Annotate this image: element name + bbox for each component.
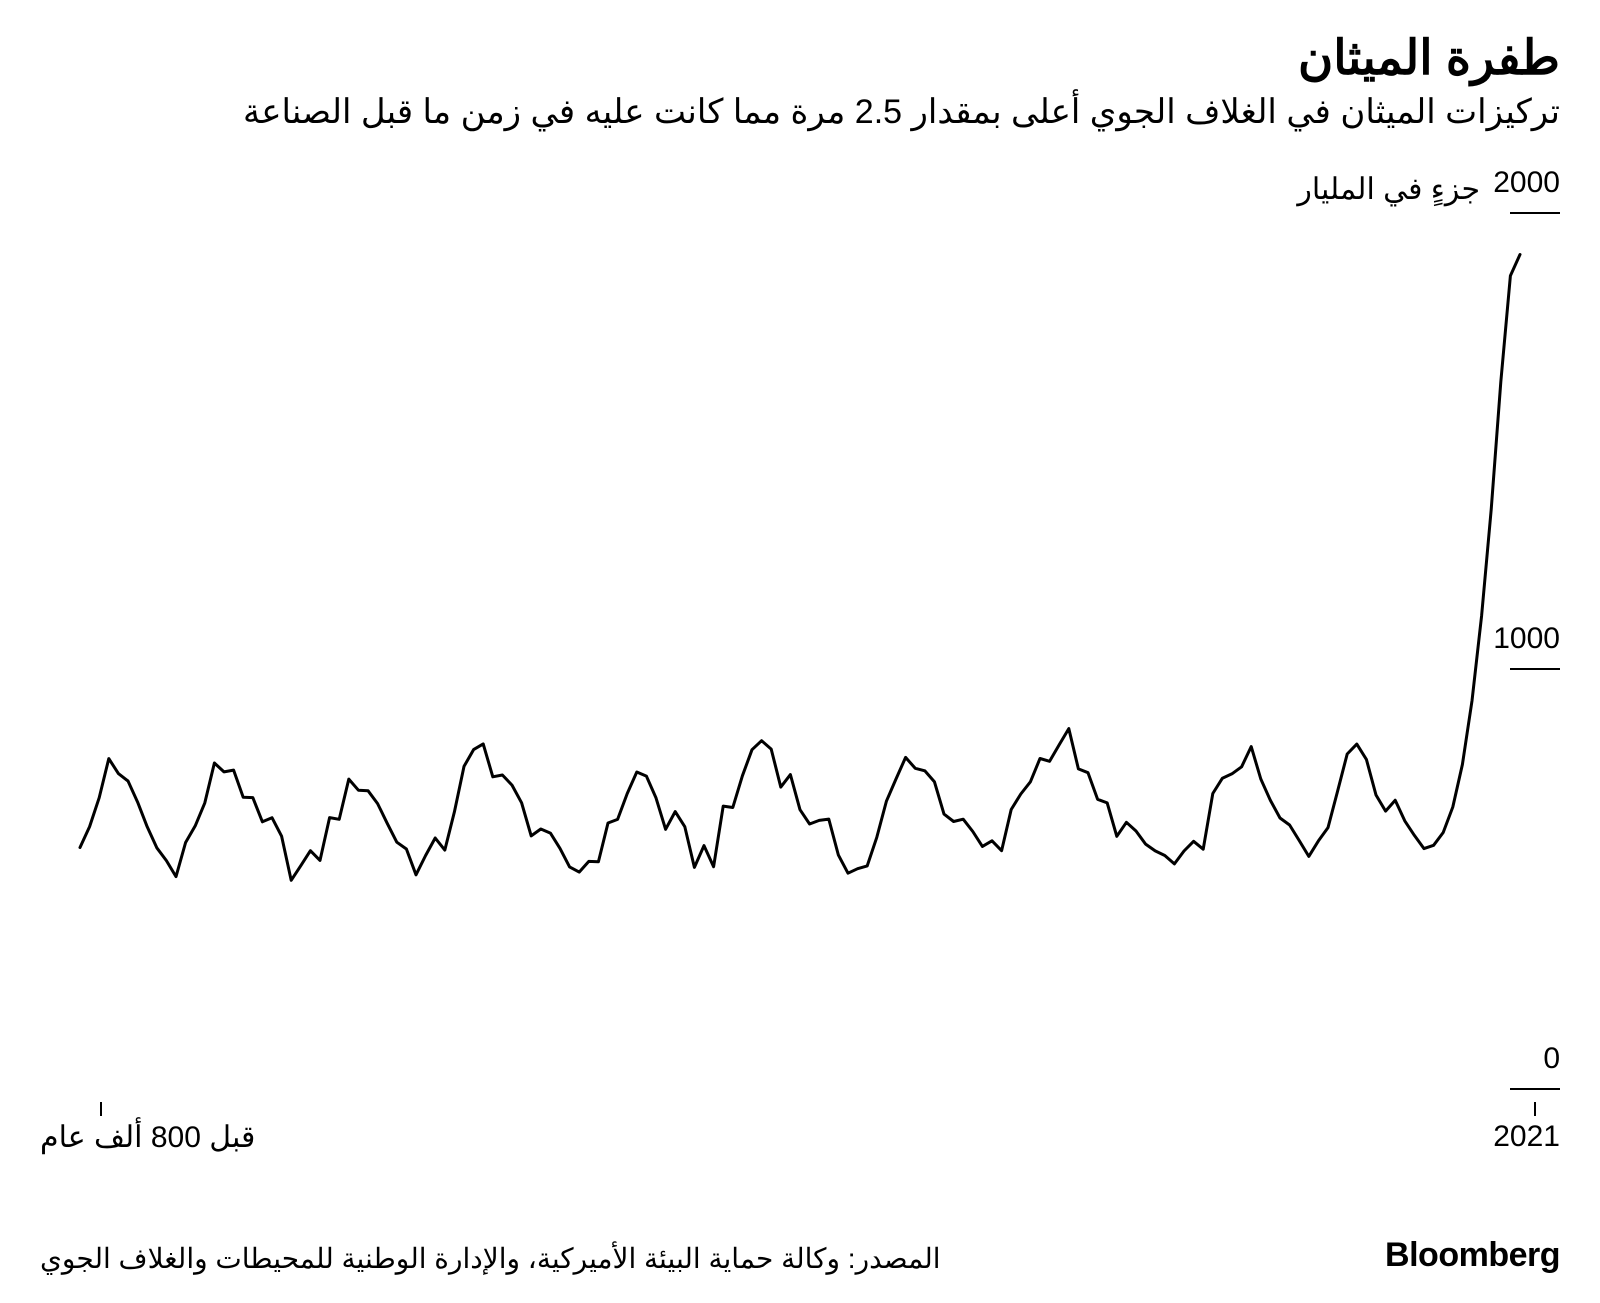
chart-title: طفرة الميثان xyxy=(40,30,1560,86)
chart-footer: المصدر: وكالة حماية البيئة الأميركية، وا… xyxy=(40,1236,1560,1275)
chart-plot-wrap: 2000 جزءٍ في المليار 1000 0 2021 قبل 800… xyxy=(40,172,1560,1152)
line-chart-svg xyxy=(40,172,1560,1152)
brand-logo: Bloomberg xyxy=(1385,1236,1560,1275)
chart-container: طفرة الميثان تركيزات الميثان في الغلاف ا… xyxy=(0,0,1600,1303)
chart-subtitle: تركيزات الميثان في الغلاف الجوي أعلى بمق… xyxy=(40,92,1560,132)
source-text: المصدر: وكالة حماية البيئة الأميركية، وا… xyxy=(40,1242,941,1275)
methane-series-line xyxy=(80,255,1520,881)
